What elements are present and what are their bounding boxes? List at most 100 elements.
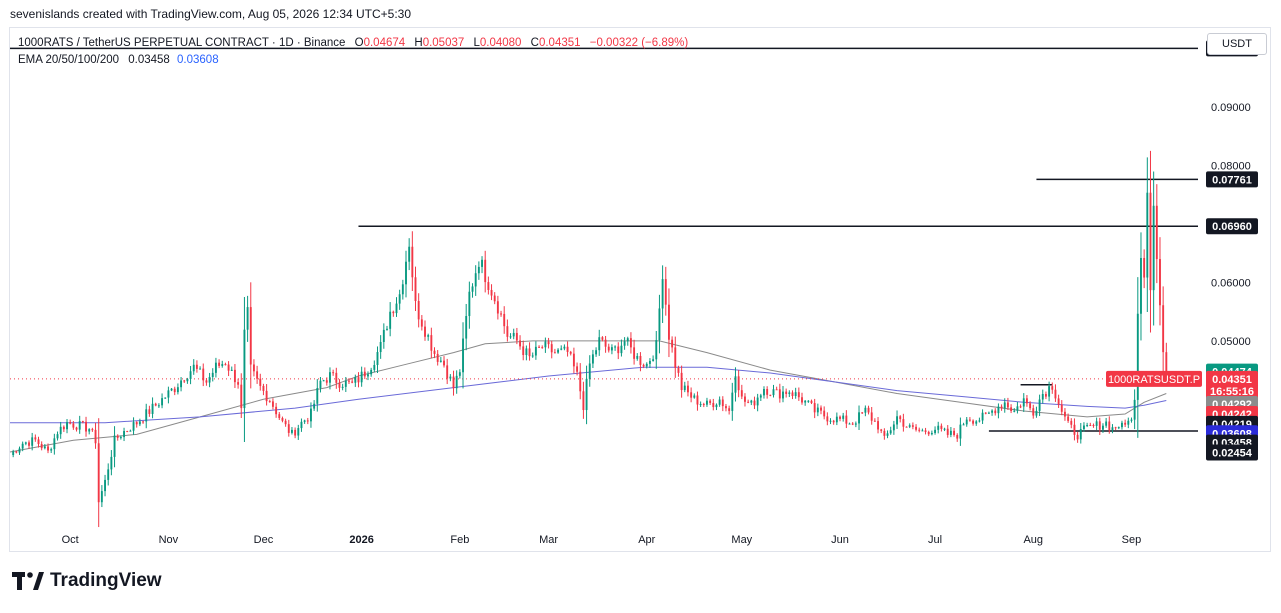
candle [835, 412, 838, 426]
candle [335, 367, 338, 389]
candle [759, 393, 762, 402]
candle-body [547, 341, 550, 345]
candle-body [778, 389, 781, 399]
candle-body [129, 430, 132, 432]
candle-body [452, 376, 455, 389]
candle [351, 378, 354, 384]
candle [648, 358, 651, 369]
candle [291, 427, 293, 435]
candle [376, 346, 379, 374]
candle [123, 427, 125, 442]
candle [522, 340, 525, 361]
candle [655, 331, 658, 369]
candle [667, 288, 670, 358]
candle-body [706, 400, 708, 405]
candle [1159, 237, 1161, 326]
candle [1127, 417, 1130, 429]
ema-value-1: 0.03458 [128, 54, 170, 66]
candle-body [810, 400, 813, 404]
currency-button[interactable]: USDT [1207, 33, 1267, 55]
candle-body [59, 426, 62, 435]
candle [271, 398, 274, 410]
candle-body [1048, 386, 1051, 397]
candle [1089, 422, 1092, 427]
candle-body [85, 421, 87, 432]
candle [344, 376, 347, 392]
candle [842, 412, 845, 422]
candle [303, 419, 306, 424]
candle [981, 409, 984, 425]
candle [959, 417, 962, 446]
candle-body [946, 428, 949, 435]
candle [1092, 423, 1095, 428]
x-tick-label: Nov [159, 534, 179, 546]
candle [214, 357, 217, 378]
candle [607, 343, 610, 353]
candle-body [411, 246, 414, 278]
candle-body [1162, 305, 1165, 353]
candle-body [1086, 425, 1089, 427]
candle [512, 328, 515, 340]
candle-body [915, 426, 917, 430]
candle-body [984, 412, 987, 414]
candle-body [161, 398, 164, 406]
candle [176, 383, 179, 395]
candle-body [772, 389, 775, 396]
candle-body [747, 401, 750, 403]
candle [1098, 417, 1101, 435]
candle-body [782, 391, 784, 399]
candle-body [15, 451, 18, 453]
candle [325, 377, 328, 386]
candle-body [262, 385, 265, 391]
y-tick-label: 0.06000 [1211, 277, 1251, 289]
symbol-info-line: 1000RATS / TetherUS PERPETUAL CONTRACT ·… [18, 35, 688, 52]
candle-body [775, 389, 778, 391]
candle [104, 474, 106, 497]
ema-value-2: 0.03608 [177, 54, 219, 66]
candle [401, 279, 404, 300]
candle [645, 362, 648, 369]
candle [864, 405, 867, 417]
candle-body [367, 374, 369, 377]
candle-body [455, 375, 458, 389]
candle-body [604, 339, 607, 347]
candle-body [734, 376, 737, 393]
low-value: 0.04080 [479, 37, 522, 49]
candle-body [807, 400, 810, 402]
candle [34, 434, 37, 442]
candle-body [702, 404, 705, 406]
candle-body [763, 388, 765, 396]
candle-body [1070, 420, 1073, 425]
candle [474, 265, 477, 296]
candle-body [325, 380, 328, 383]
candle-body [110, 456, 113, 470]
candle-body [278, 414, 281, 419]
candle [294, 427, 297, 439]
candle-body [553, 352, 556, 354]
candle [256, 365, 259, 384]
candle [576, 362, 579, 376]
candle [477, 261, 480, 280]
candle-body [664, 279, 667, 305]
candle [462, 322, 464, 389]
candle-body [1155, 205, 1158, 260]
candle-body [462, 338, 464, 373]
candle [547, 337, 550, 349]
candle-body [721, 399, 724, 407]
candle-body [693, 395, 696, 398]
candle-body [690, 392, 693, 398]
candle [503, 306, 506, 334]
candle [297, 424, 300, 440]
candle-body [519, 340, 521, 347]
candle-body [433, 350, 436, 354]
candle-body [151, 403, 154, 414]
candle [588, 355, 591, 387]
candle [867, 405, 870, 415]
candle-body [218, 362, 221, 366]
candle-body [62, 426, 65, 430]
low-label: L [473, 37, 480, 49]
candle [1143, 249, 1146, 289]
candle [1048, 381, 1051, 402]
candle-body [173, 388, 176, 393]
